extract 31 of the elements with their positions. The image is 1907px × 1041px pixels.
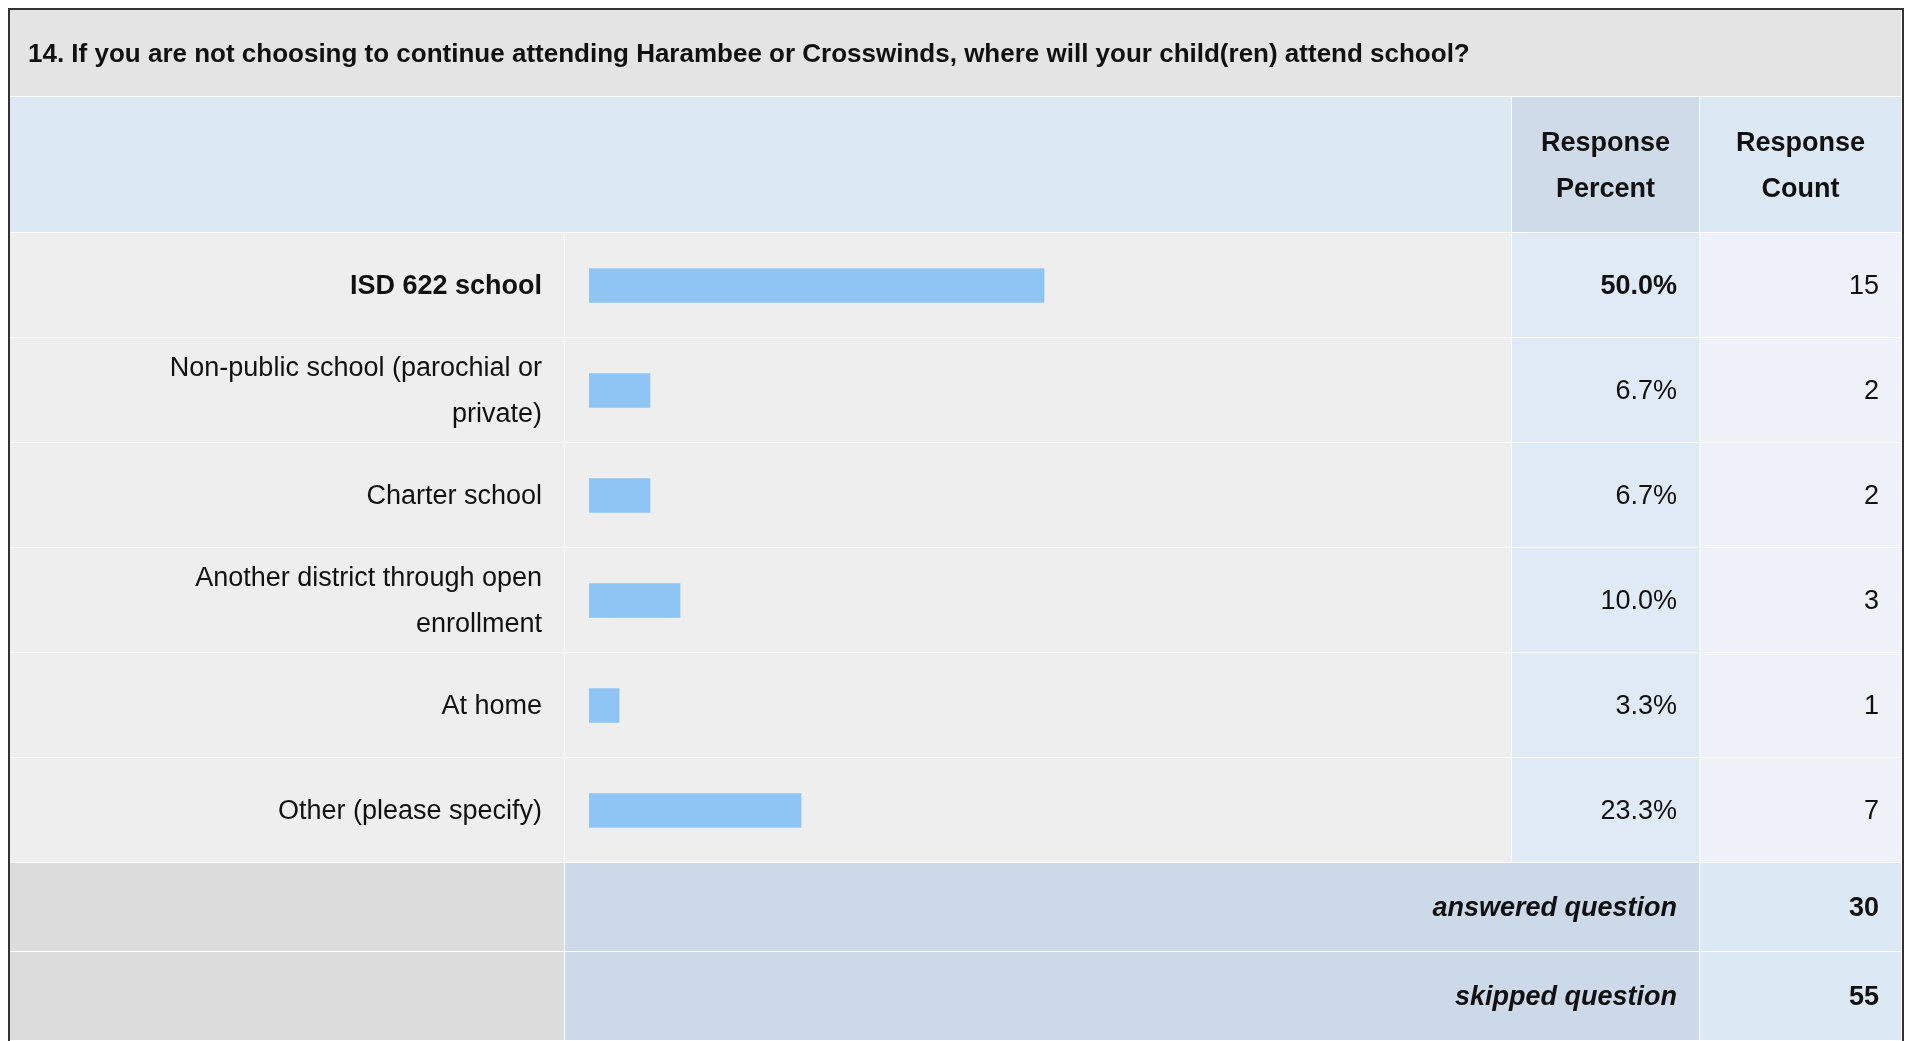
data-label: 10.0%: [1512, 548, 1700, 653]
bar: [589, 688, 620, 723]
text: 30: [1700, 863, 1902, 952]
bar: [589, 583, 681, 618]
text: 15: [1700, 233, 1902, 338]
data-label: 50.0%: [1512, 233, 1700, 338]
text: skipped question: [565, 952, 1700, 1041]
text: Response Percent: [1512, 97, 1700, 233]
y-tick-label: At home: [10, 653, 565, 758]
bar: [589, 793, 802, 828]
y-tick-label: Charter school: [10, 443, 565, 548]
text: 2: [1700, 443, 1902, 548]
chart-title: 14. If you are not choosing to continue attending Harambee or Crosswinds, where will your child(ren) attend school?: [28, 37, 1470, 70]
y-tick-label: Another district through open enrollment: [10, 548, 565, 653]
text: answered question: [565, 863, 1700, 952]
data-label: 3.3%: [1512, 653, 1700, 758]
text: Response Count: [1700, 97, 1902, 233]
data-label: 23.3%: [1512, 758, 1700, 863]
bar: [589, 268, 1045, 303]
text: 2: [1700, 338, 1902, 443]
text: 3: [1700, 548, 1902, 653]
data-label: 6.7%: [1512, 443, 1700, 548]
y-tick-label: Non-public school (parochial or private): [10, 338, 565, 443]
y-tick-label: ISD 622 school: [10, 233, 565, 338]
text: 1: [1700, 653, 1902, 758]
bar: [589, 373, 651, 408]
data-label: 6.7%: [1512, 338, 1700, 443]
text: 55: [1700, 952, 1902, 1041]
text: 7: [1700, 758, 1902, 863]
y-tick-label: Other (please specify): [10, 758, 565, 863]
bar: [589, 478, 651, 513]
